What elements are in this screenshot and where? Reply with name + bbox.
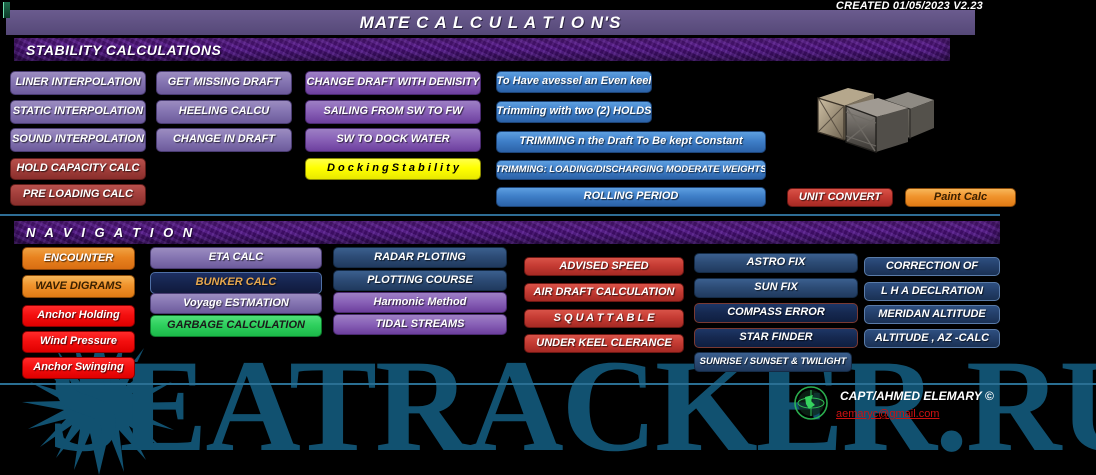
- button-eta-calc[interactable]: ETA CALC: [150, 247, 322, 269]
- button-even-keel[interactable]: To Have avessel an Even keel: [496, 71, 652, 93]
- button-paint-calc[interactable]: Paint Calc: [905, 188, 1016, 207]
- button-voyage-estimation[interactable]: Voyage ESTMATION: [150, 293, 322, 314]
- button-liner-interpolation[interactable]: LINER INTERPOLATION: [10, 71, 146, 95]
- author-email-link[interactable]: aemaryc@gmail.com: [836, 408, 940, 420]
- page-title: MATE C A L C U L A T I O N'S: [359, 12, 622, 32]
- button-star-finder[interactable]: STAR FINDER: [694, 328, 858, 348]
- section-header-navigation: N A V I G A T I O N: [14, 221, 1000, 244]
- button-trimming-loading-discharging[interactable]: TRIMMING: LOADING/DISCHARGING MODERATE W…: [496, 160, 766, 180]
- button-tidal-streams[interactable]: TIDAL STREAMS: [333, 314, 507, 335]
- button-change-draft-with-density[interactable]: CHANGE DRAFT WITH DENISITY: [305, 71, 481, 95]
- button-harmonic-method[interactable]: Harmonic Method: [333, 292, 507, 313]
- button-sun-fix[interactable]: SUN FIX: [694, 278, 858, 298]
- watermark-text: SEATRACKER.RU: [48, 332, 1096, 475]
- button-change-in-draft[interactable]: CHANGE IN DRAFT: [156, 128, 292, 152]
- button-sound-interpolation[interactable]: SOUND INTERPOLATION: [10, 128, 146, 152]
- button-rolling-period[interactable]: ROLLING PERIOD: [496, 187, 766, 207]
- globe-icon: [793, 385, 829, 421]
- button-wave-digrams[interactable]: WAVE DIGRAMS: [22, 275, 135, 298]
- app-title-bar: MATE C A L C U L A T I O N'S: [6, 10, 975, 35]
- button-trimming-two-holds[interactable]: Trimming with two (2) HOLDS: [496, 101, 652, 123]
- button-docking-stability[interactable]: D o c k i n g S t a b i l i t y: [305, 158, 481, 180]
- button-under-keel-clerance[interactable]: UNDER KEEL CLERANCE: [524, 334, 684, 353]
- button-unit-convert[interactable]: UNIT CONVERT: [787, 188, 893, 207]
- created-version-label: CREATED 01/05/2023 V2.23: [835, 0, 983, 12]
- button-get-missing-draft[interactable]: GET MISSING DRAFT: [156, 71, 292, 95]
- button-encounter[interactable]: ENCOUNTER: [22, 247, 135, 270]
- button-squat-table[interactable]: S Q U A T T A B L E: [524, 309, 684, 328]
- button-astro-fix[interactable]: ASTRO FIX: [694, 253, 858, 273]
- button-lha-declration[interactable]: L H A DECLRATION: [864, 282, 1000, 301]
- button-anchor-holding[interactable]: Anchor Holding: [22, 305, 135, 327]
- button-static-interpolation[interactable]: STATIC INTERPOLATION: [10, 100, 146, 124]
- button-trimming-draft-constant[interactable]: TRIMMING n the Draft To Be kept Constant: [496, 131, 766, 153]
- button-sw-to-dock-water[interactable]: SW TO DOCK WATER: [305, 128, 481, 152]
- button-heeling-calcu[interactable]: HEELING CALCU: [156, 100, 292, 124]
- section-header-stability: STABILITY CALCULATIONS: [14, 38, 950, 61]
- button-plotting-course[interactable]: PLOTTING COURSE: [333, 270, 507, 291]
- button-meridan-altitude[interactable]: MERIDAN ALTITUDE: [864, 305, 1000, 324]
- button-advised-speed[interactable]: ADVISED SPEED: [524, 257, 684, 276]
- button-altitude-az-calc[interactable]: ALTITUDE , AZ -CALC: [864, 329, 1000, 348]
- section-divider: [0, 214, 1000, 216]
- button-hold-capacity-calc[interactable]: HOLD CAPACITY CALC: [10, 158, 146, 180]
- button-anchor-swinging[interactable]: Anchor Swinging: [22, 357, 135, 379]
- button-garbage-calculation[interactable]: GARBAGE CALCULATION: [150, 315, 322, 337]
- section-header-stability-label: STABILITY CALCULATIONS: [26, 41, 222, 58]
- button-air-draft-calculation[interactable]: AIR DRAFT CALCULATION: [524, 283, 684, 302]
- button-bunker-calc[interactable]: BUNKER CALC: [150, 272, 322, 294]
- button-compass-error[interactable]: COMPASS ERROR: [694, 303, 858, 323]
- button-wind-pressure[interactable]: Wind Pressure: [22, 331, 135, 353]
- section-header-navigation-label: N A V I G A T I O N: [26, 225, 196, 240]
- author-credit: CAPT/AHMED ELEMARY ©: [840, 389, 994, 403]
- button-sailing-from-sw-to-fw[interactable]: SAILING FROM SW TO FW: [305, 100, 481, 124]
- button-sunrise-sunset-twilight[interactable]: SUNRISE / SUNSET & TWILIGHT: [694, 352, 852, 372]
- watermark-line: [0, 383, 1096, 385]
- button-pre-loading-calc[interactable]: PRE LOADING CALC: [10, 184, 146, 206]
- window-corner-marker: [3, 2, 10, 18]
- cargo-crates-image: [812, 76, 940, 154]
- button-correction-of[interactable]: CORRECTION OF: [864, 257, 1000, 276]
- button-radar-ploting[interactable]: RADAR PLOTING: [333, 247, 507, 268]
